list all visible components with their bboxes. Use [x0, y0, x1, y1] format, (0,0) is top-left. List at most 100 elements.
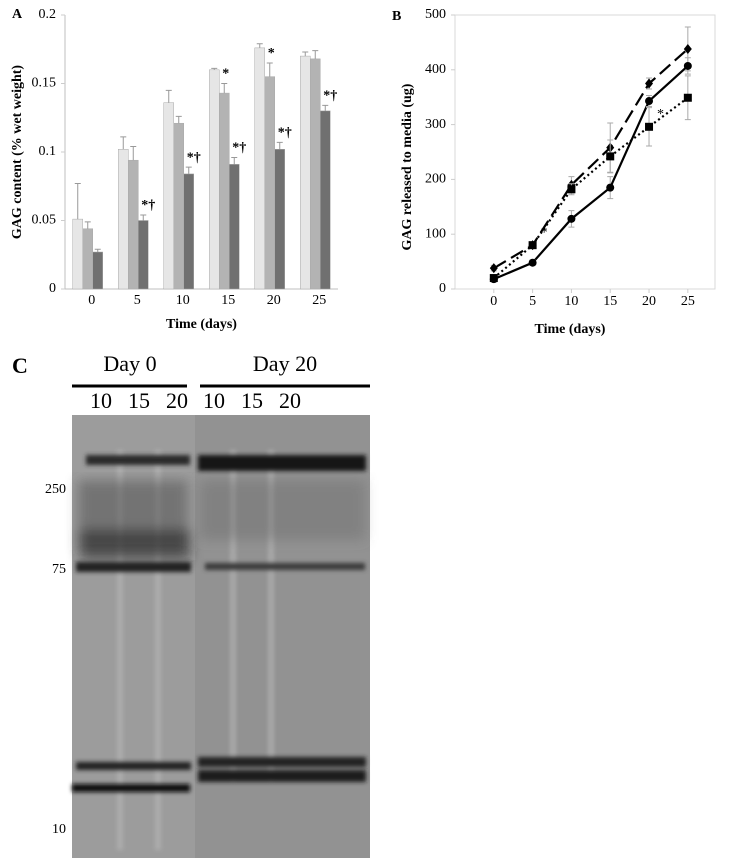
y-tick-label: 0 — [439, 281, 446, 296]
annotation: * — [268, 46, 275, 61]
lane-label: 10 — [90, 388, 112, 413]
bar — [138, 220, 149, 290]
x-tick-label: 0 — [88, 293, 95, 308]
error-bar — [120, 136, 127, 150]
error-bar — [322, 104, 329, 111]
error-bar — [266, 62, 273, 77]
point — [567, 185, 576, 194]
annotation: * — [222, 67, 229, 82]
lane-label: 20 — [279, 388, 301, 413]
bar — [118, 149, 129, 290]
x-tick-label: 10 — [176, 293, 190, 308]
panel-label: B — [392, 9, 401, 24]
y-tick-label: 100 — [425, 226, 446, 241]
x-tick-label: 5 — [529, 294, 536, 309]
bar — [209, 69, 220, 290]
error-bar — [185, 166, 192, 174]
x-tick-label: 5 — [134, 293, 141, 308]
x-axis-title: Time (days) — [535, 322, 606, 337]
y-tick-label: 0.15 — [32, 76, 57, 91]
bar — [274, 149, 285, 290]
error-bar — [256, 43, 263, 48]
size-marker: 250 — [45, 482, 66, 497]
bar — [300, 55, 311, 290]
error-bar — [84, 221, 91, 229]
point — [489, 263, 498, 274]
annotation: *† — [278, 126, 292, 141]
point — [683, 61, 692, 70]
point — [606, 152, 615, 161]
bar — [128, 159, 139, 290]
y-tick-label: 400 — [425, 62, 446, 77]
error-bar — [175, 115, 182, 124]
point — [645, 97, 654, 106]
size-marker: 10 — [52, 822, 66, 837]
lane-label: 20 — [166, 388, 188, 413]
bar — [82, 228, 93, 290]
bar — [229, 164, 240, 290]
error-bar — [130, 146, 137, 161]
x-tick-label: 10 — [564, 294, 578, 309]
point — [528, 241, 537, 250]
series-line — [493, 65, 689, 281]
bar — [163, 102, 174, 290]
bar — [219, 92, 230, 290]
bar — [72, 218, 83, 290]
bar — [92, 251, 103, 290]
point — [606, 183, 615, 192]
point — [567, 214, 576, 223]
annotation: *† — [187, 150, 201, 165]
error-bar — [302, 51, 309, 57]
annotation: * — [657, 107, 664, 122]
x-tick-label: 20 — [267, 293, 281, 308]
y-axis-title: GAG content (% wet weight) — [10, 65, 25, 240]
panel-label: A — [12, 7, 23, 22]
y-tick-label: 0.1 — [39, 144, 57, 159]
error-bar — [211, 67, 218, 70]
x-axis-title: Time (days) — [166, 317, 237, 332]
error-bar — [276, 141, 283, 150]
series-line — [493, 48, 689, 270]
x-tick-label: 25 — [681, 294, 695, 309]
bar — [320, 110, 331, 290]
bar — [173, 122, 184, 290]
error-bar — [231, 156, 238, 165]
bar — [183, 173, 194, 290]
y-tick-label: 0.05 — [32, 213, 57, 228]
annotation: * — [541, 225, 548, 240]
error-bar — [94, 248, 101, 253]
error-bar — [140, 214, 147, 221]
point — [528, 258, 537, 267]
y-tick-label: 0.2 — [39, 7, 57, 22]
bar — [310, 58, 321, 290]
point — [645, 122, 654, 131]
point — [683, 93, 692, 102]
blot-image — [72, 415, 370, 858]
error-bar — [165, 89, 172, 103]
y-axis-title: GAG released to media (ug) — [400, 83, 415, 250]
point — [489, 274, 498, 283]
x-tick-label: 15 — [603, 294, 617, 309]
error-bar — [312, 50, 319, 59]
y-tick-label: 200 — [425, 172, 446, 187]
panel-label: C — [12, 353, 28, 378]
bar — [254, 47, 265, 290]
series-line — [493, 96, 689, 279]
lane-label: 10 — [203, 388, 225, 413]
point — [645, 78, 654, 89]
y-tick-label: 0 — [49, 281, 56, 296]
bar — [264, 76, 275, 290]
size-marker: 75 — [52, 562, 66, 577]
group-label: Day 20 — [253, 351, 317, 376]
group-label: Day 0 — [103, 351, 156, 376]
lane-label: 15 — [241, 388, 263, 413]
point — [683, 43, 692, 54]
y-tick-label: 500 — [425, 7, 446, 22]
y-tick-label: 300 — [425, 117, 446, 132]
error-bar — [221, 83, 228, 94]
x-tick-label: 0 — [490, 294, 497, 309]
plot-frame — [454, 14, 716, 290]
x-tick-label: 15 — [221, 293, 235, 308]
lane-label: 15 — [128, 388, 150, 413]
